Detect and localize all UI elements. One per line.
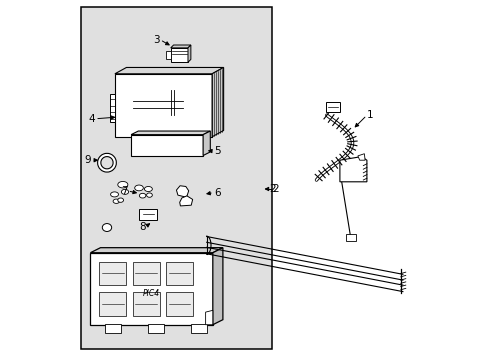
Bar: [170, 48, 187, 62]
Ellipse shape: [139, 193, 145, 198]
Ellipse shape: [121, 189, 128, 194]
Text: PIC4: PIC4: [143, 289, 160, 298]
Text: 6: 6: [213, 188, 220, 198]
Text: 7: 7: [121, 186, 127, 196]
Bar: [132, 292, 159, 316]
Ellipse shape: [118, 198, 123, 202]
Ellipse shape: [102, 224, 111, 231]
Polygon shape: [187, 45, 190, 62]
Text: 9: 9: [85, 155, 91, 165]
Polygon shape: [110, 94, 115, 122]
Polygon shape: [170, 45, 190, 48]
Text: 1: 1: [366, 110, 373, 120]
Polygon shape: [176, 186, 188, 197]
Bar: [99, 262, 126, 285]
Bar: [191, 324, 207, 333]
Polygon shape: [212, 67, 223, 137]
Polygon shape: [131, 135, 203, 156]
Text: 8: 8: [139, 222, 145, 232]
Text: 5: 5: [213, 146, 220, 156]
Polygon shape: [357, 154, 365, 160]
Text: 4: 4: [88, 114, 95, 124]
Text: 3: 3: [153, 35, 160, 45]
Polygon shape: [115, 74, 212, 137]
Polygon shape: [90, 253, 212, 325]
Bar: [132, 262, 159, 285]
Bar: [165, 262, 192, 285]
Bar: [165, 292, 192, 316]
Ellipse shape: [113, 199, 120, 203]
Ellipse shape: [144, 186, 152, 192]
Ellipse shape: [110, 192, 118, 197]
Polygon shape: [90, 248, 223, 253]
Text: 2: 2: [269, 184, 276, 194]
Bar: [81, 7, 271, 349]
Ellipse shape: [118, 181, 127, 188]
Ellipse shape: [146, 193, 152, 197]
Bar: [325, 102, 339, 112]
Bar: [99, 292, 126, 316]
Polygon shape: [203, 131, 210, 156]
Bar: [346, 234, 356, 241]
Polygon shape: [212, 248, 223, 325]
Bar: [104, 324, 121, 333]
Bar: [165, 51, 171, 59]
Polygon shape: [339, 157, 366, 182]
Polygon shape: [131, 131, 210, 135]
Polygon shape: [115, 67, 223, 74]
Ellipse shape: [134, 185, 143, 191]
Polygon shape: [179, 196, 192, 206]
Bar: [139, 209, 157, 220]
Polygon shape: [205, 310, 212, 325]
Text: 2: 2: [272, 184, 279, 194]
Bar: [148, 324, 164, 333]
